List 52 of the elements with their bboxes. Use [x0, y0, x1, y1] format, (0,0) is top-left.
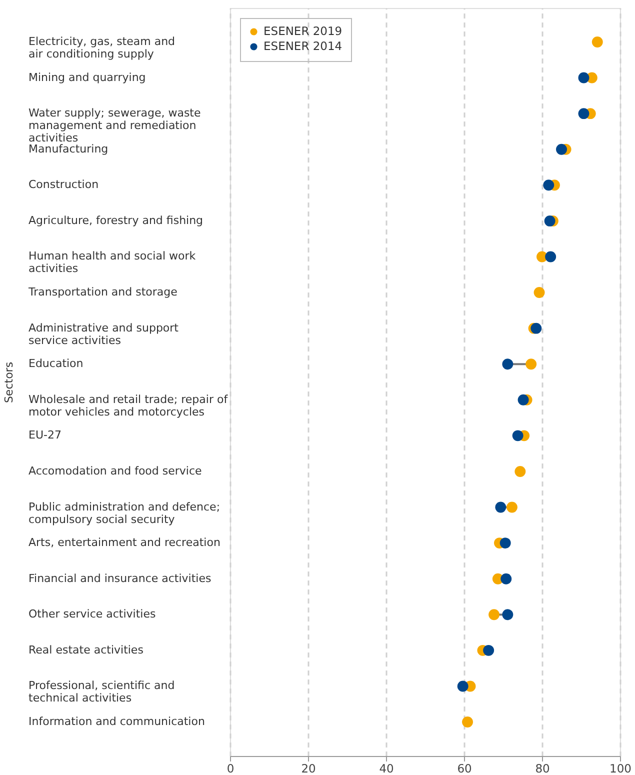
point	[526, 358, 537, 370]
y-tick-label: Public administration and defence; compulsory social security	[28, 500, 220, 526]
legend-label: ESENER 2014	[264, 38, 342, 53]
y-tick-label: Human health and social work activities	[28, 250, 196, 276]
y-tick-label: Agriculture, forestry and fishing	[28, 214, 204, 227]
point	[518, 394, 529, 406]
point	[545, 251, 556, 262]
x-tick-label: 0	[226, 762, 234, 775]
y-tick-label: Mining and quarrying	[28, 70, 146, 84]
y-tick-label: Financial and insurance activities	[28, 572, 212, 585]
x-tick-label: 100	[610, 762, 632, 775]
y-tick-label: Accomodation and food service	[28, 464, 202, 478]
x-tick-label: 40	[379, 762, 394, 775]
y-tick-label: EU-27	[28, 428, 62, 442]
point	[462, 716, 473, 728]
point	[506, 502, 518, 513]
point	[578, 72, 590, 84]
point	[483, 644, 494, 656]
x-tick-label: 80	[535, 762, 550, 775]
x-tick-label: 60	[457, 762, 472, 775]
point	[502, 358, 514, 370]
point	[530, 322, 542, 334]
point	[502, 609, 514, 620]
point	[500, 538, 511, 549]
y-tick-label: Construction	[28, 178, 99, 192]
point	[592, 36, 603, 48]
y-tick-label: Education	[28, 357, 84, 370]
point	[495, 502, 506, 513]
point	[514, 466, 526, 477]
y-tick-label: Arts, entertainment and recreation	[28, 536, 220, 550]
y-tick-label: Wholesale and retail trade; repair of motor vehicles and motorcycles	[28, 392, 229, 418]
y-tick-label: Information and communication	[28, 715, 205, 728]
y-tick-label: Transportation and storage	[28, 286, 178, 299]
point	[488, 609, 500, 620]
y-tick-label: Water supply; sewerage, waste management and remediation activities	[28, 106, 201, 145]
point	[457, 680, 468, 692]
y-axis-title: Sectors	[2, 362, 16, 404]
point	[578, 108, 590, 120]
x-tick-label: 20	[301, 762, 316, 775]
point	[534, 287, 545, 298]
y-tick-label: Manufacturing	[28, 142, 108, 156]
point	[556, 144, 567, 155]
y-tick-label: Other service activities	[28, 608, 156, 621]
legend-label: ESENER 2019	[264, 24, 342, 38]
point	[544, 215, 556, 226]
y-tick-label: Real estate activities	[28, 643, 144, 656]
point	[543, 180, 554, 191]
y-tick-label: Administrative and support service activities	[28, 321, 180, 347]
y-tick-label: Professional, scientific and technical activities	[28, 679, 175, 705]
point	[500, 573, 512, 584]
y-tick-label: Electricity, gas, steam and air conditioning supply	[28, 35, 176, 60]
point	[512, 430, 524, 442]
